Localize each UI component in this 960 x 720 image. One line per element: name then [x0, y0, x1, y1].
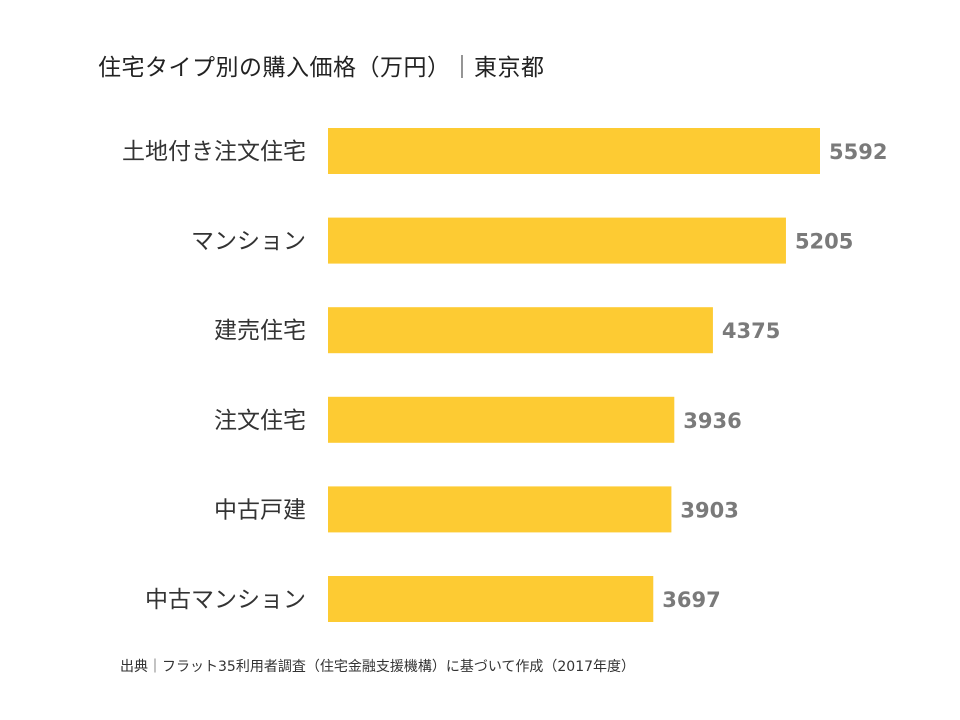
bar — [328, 307, 713, 354]
value-label: 5592 — [829, 140, 887, 164]
value-label: 4375 — [722, 319, 780, 343]
bar — [328, 128, 820, 174]
category-label: 中古戸建 — [214, 497, 306, 523]
bar — [328, 396, 675, 443]
bar — [328, 486, 672, 533]
source-note: 出典｜フラット35利用者調査（住宅金融支援機構）に基づいて作成（2017年度） — [120, 659, 636, 675]
category-label: 注文住宅 — [214, 408, 306, 434]
chart-title: 住宅タイプ別の購入価格（万円）｜東京都 — [98, 55, 545, 81]
category-label: 土地付き注文住宅 — [122, 139, 306, 165]
value-label: 3697 — [662, 588, 720, 612]
category-label: マンション — [191, 229, 306, 255]
category-label: 中古マンション — [145, 587, 306, 613]
value-label: 5205 — [795, 230, 853, 254]
value-label: 3936 — [683, 409, 741, 433]
bar — [328, 217, 786, 264]
value-label: 3903 — [680, 498, 738, 522]
bar — [328, 576, 654, 622]
category-label: 建売住宅 — [214, 318, 306, 344]
